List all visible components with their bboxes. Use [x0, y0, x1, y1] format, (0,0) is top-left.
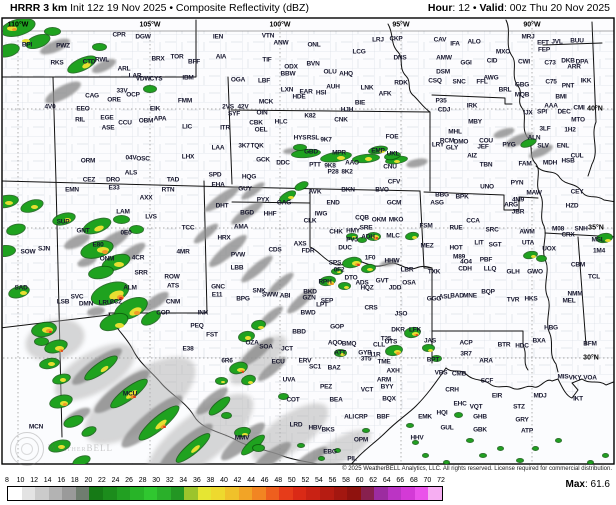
colorbar-tick-label: 36 — [192, 477, 201, 484]
colorbar-tick-label: 60 — [355, 477, 364, 484]
colorbar-cell — [428, 487, 442, 500]
colorbar-tick-label: 18 — [70, 477, 79, 484]
colorbar-tick-label: 14 — [43, 477, 52, 484]
max-value-readout: Max: 61.6 — [566, 479, 610, 490]
colorbar-tick-label: 12 — [30, 477, 39, 484]
colorbar-cell — [35, 487, 49, 500]
colorbar-cell — [130, 487, 144, 500]
colorbar-tick-label: 58 — [342, 477, 350, 484]
colorbar-tick-label: 40 — [220, 477, 228, 484]
colorbar-cell — [102, 487, 117, 500]
max-label: Max — [565, 479, 585, 490]
colorbar-cell — [319, 487, 334, 500]
colorbar-tick-label: 38 — [206, 477, 215, 484]
colorbar-tick-label: 16 — [57, 477, 66, 484]
header-separator: • — [469, 2, 480, 14]
colorbar-tick-label: 8 — [5, 477, 9, 484]
colorbar-tick-label: 48 — [274, 477, 283, 484]
colorbar-tick-label: 52 — [301, 477, 310, 484]
colorbar-cell — [374, 487, 388, 500]
weatherbell-watermark-text: WeatherBELL — [48, 443, 113, 453]
colorbar-tick-label: 24 — [111, 477, 120, 484]
colorbar-cell — [387, 487, 402, 500]
valid-label: Valid — [479, 2, 504, 14]
colorbar-cell — [414, 487, 429, 500]
header-left: HRRR 3 km Init 12z 19 Nov 2025 • Composi… — [10, 2, 309, 17]
colorbar-cell — [211, 487, 225, 500]
model-name: HRRR 3 km — [10, 2, 68, 14]
colorbar-tick-label: 44 — [247, 477, 256, 484]
colorbar-cell — [292, 487, 307, 500]
colorbar-tick-label: 66 — [396, 477, 405, 484]
reflectivity-colorbar — [7, 486, 443, 501]
colorbar-cell — [21, 487, 36, 500]
colorbar-cell — [48, 487, 63, 500]
colorbar-cell — [75, 487, 90, 500]
hour-value: : 12 — [452, 2, 470, 14]
colorbar-tick-labels: 8 10 12 14 16 18 20 22 24 26 28 30 32 34 36 38 40 42 44 46 4… — [0, 477, 616, 486]
colorbar-cell — [252, 487, 266, 500]
max-value: : 61.6 — [584, 479, 610, 490]
weatherbell-logo-icon — [10, 432, 44, 466]
colorbar-tick-label: 46 — [260, 477, 269, 484]
colorbar-tick-label: 68 — [409, 477, 418, 484]
init-product-text: Init 12z 19 Nov 2025 • Composite Reflect… — [67, 2, 309, 14]
colorbar-tick-label: 28 — [138, 477, 147, 484]
colorbar-tick-label: 54 — [315, 477, 323, 484]
colorbar-tick-label: 50 — [287, 477, 296, 484]
copyright-text: © 2025 WeatherBELL Analytics, LLC. All r… — [342, 466, 612, 472]
colorbar-cell — [265, 487, 280, 500]
colorbar-tick-label: 10 — [16, 477, 25, 484]
colorbar-cell — [225, 487, 239, 500]
colorbar-cell — [170, 487, 185, 500]
colorbar-tick-label: 26 — [125, 477, 133, 484]
colorbar-cell — [116, 487, 131, 500]
header-right: Hour: 12 • Valid: 00z Thu 20 Nov 2025 — [428, 2, 610, 17]
colorbar-cell — [143, 487, 158, 500]
colorbar-cell — [89, 487, 103, 500]
colorbar-cell — [197, 487, 212, 500]
colorbar-cell — [360, 487, 375, 500]
colorbar-tick-label: 42 — [233, 477, 242, 484]
weatherbell-watermark: WeatherBELL — [8, 432, 168, 466]
colorbar-cell — [184, 487, 198, 500]
colorbar-cell — [347, 487, 361, 500]
colorbar-tick-label: 72 — [437, 477, 445, 484]
valid-value: : 00z Thu 20 Nov 2025 — [503, 2, 610, 14]
colorbar-cell — [333, 487, 348, 500]
colorbar-cell — [157, 487, 171, 500]
colorbar-cell — [306, 487, 320, 500]
colorbar-tick-label: 32 — [165, 477, 174, 484]
colorbar-cell — [238, 487, 253, 500]
colorbar-cell — [62, 487, 76, 500]
colorbar-tick-label: 20 — [84, 477, 93, 484]
colorbar-tick-label: 22 — [98, 477, 106, 484]
colorbar-tick-label: 64 — [382, 477, 391, 484]
colorbar-cell — [8, 487, 22, 500]
colorbar-tick-label: 34 — [179, 477, 188, 484]
hour-label: Hour — [427, 2, 453, 14]
colorbar-tick-label: 56 — [328, 477, 337, 484]
colorbar-cell — [279, 487, 293, 500]
colorbar-cell — [401, 487, 415, 500]
colorbar-tick-label: 70 — [423, 477, 432, 484]
colorbar-tick-label: 62 — [369, 477, 378, 484]
colorbar-tick-label: 30 — [152, 477, 161, 484]
